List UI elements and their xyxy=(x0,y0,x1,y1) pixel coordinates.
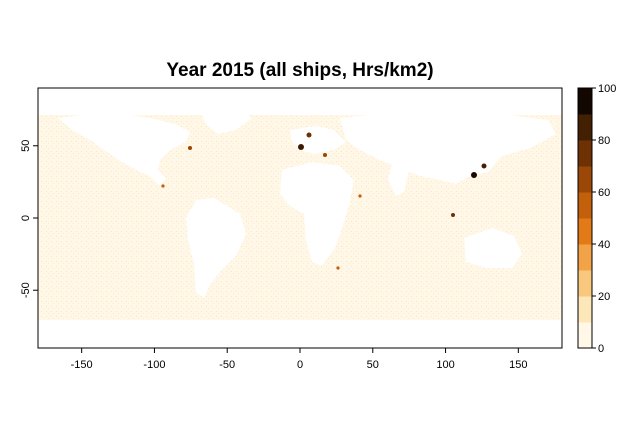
colorbar-tick-label: 20 xyxy=(598,291,610,303)
colorbar-segment xyxy=(578,322,592,349)
hotspot-malacca xyxy=(451,213,455,217)
hotspot-baltic xyxy=(306,132,312,138)
map-title: Year 2015 (all ships, Hrs/km2) xyxy=(166,60,434,81)
y-tick-label: 50 xyxy=(20,140,32,152)
colorbar-tick-label: 100 xyxy=(598,83,616,95)
colorbar-segment xyxy=(578,114,592,141)
hotspot-japan xyxy=(481,163,487,169)
x-tick-label: 50 xyxy=(367,359,379,371)
colorbar-segment xyxy=(578,244,592,271)
colorbar-segment xyxy=(578,296,592,323)
x-tick-label: 100 xyxy=(436,359,454,371)
colorbar-segment xyxy=(578,218,592,245)
australia xyxy=(464,228,522,268)
x-tick-label: -50 xyxy=(219,359,235,371)
colorbar-legend: 0 20 40 60 80 100 xyxy=(577,83,616,355)
y-tick-label: -50 xyxy=(20,282,32,298)
y-tick-label: 0 xyxy=(20,215,32,221)
y-axis: -50 0 50 xyxy=(20,140,38,298)
traffic-hotspots xyxy=(161,132,487,270)
antarctica xyxy=(38,320,562,348)
colorbar-segment xyxy=(578,192,592,219)
hotspot-mediterranean xyxy=(323,153,327,157)
x-tick-label: 0 xyxy=(297,359,303,371)
colorbar-frame xyxy=(577,87,593,349)
hotspot-north-sea xyxy=(298,144,304,150)
greenland xyxy=(200,110,252,134)
colorbar-tick-label: 60 xyxy=(598,187,610,199)
north-america xyxy=(58,112,190,186)
colorbar-segment xyxy=(578,88,592,115)
india xyxy=(388,164,410,196)
x-tick-label: -150 xyxy=(71,359,93,371)
hotspot-gulf-of-aden xyxy=(358,194,362,198)
colorbar-segment xyxy=(578,270,592,297)
hotspot-east-china-sea xyxy=(471,172,477,178)
colorbar-segment xyxy=(578,166,592,193)
hotspot-us-east-coast xyxy=(188,146,192,150)
colorbar-tick-label: 0 xyxy=(598,343,604,355)
south-america xyxy=(186,198,246,298)
africa xyxy=(280,162,354,266)
x-axis: -150 -100 -50 0 50 100 150 xyxy=(71,348,528,371)
colorbar-tick-label: 40 xyxy=(598,239,610,251)
x-tick-label: -100 xyxy=(143,359,165,371)
colorbar-tick-label: 80 xyxy=(598,135,610,147)
colorbar-segment xyxy=(578,140,592,167)
hotspot-cape-of-good-hope xyxy=(336,266,340,270)
x-tick-label: 150 xyxy=(509,359,527,371)
land-masses xyxy=(38,110,562,348)
hotspot-gulf-of-mexico xyxy=(161,184,165,188)
